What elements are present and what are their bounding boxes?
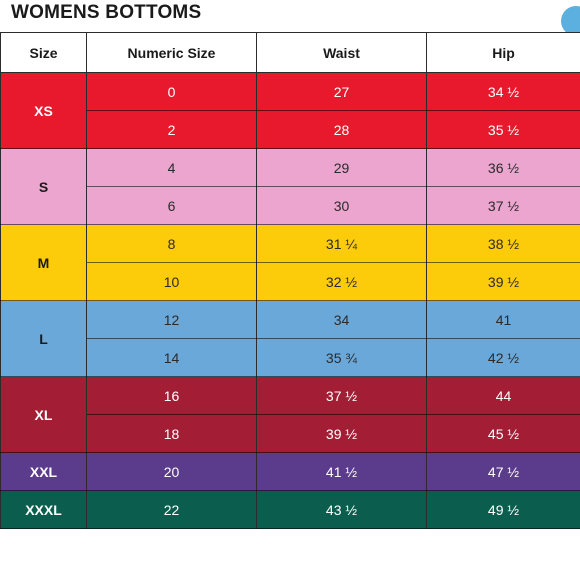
circle-badge-icon bbox=[561, 6, 580, 36]
header-size: Size bbox=[0, 32, 87, 73]
table-row: XXL 20 41 ½ 47 ½ bbox=[0, 452, 580, 491]
numeric-size-cell: 20 bbox=[86, 452, 257, 491]
table-row: S 4 29 36 ½ bbox=[0, 148, 580, 225]
numeric-size-cell: 22 bbox=[86, 490, 257, 529]
page-title: WOMENS BOTTOMS bbox=[11, 2, 202, 23]
table-row: 10 32 ½ 39 ½ bbox=[0, 262, 580, 301]
waist-cell: 37 ½ bbox=[256, 376, 427, 415]
waist-cell: 30 bbox=[256, 186, 427, 225]
size-label: M bbox=[0, 224, 87, 301]
table-row: 6 30 37 ½ bbox=[0, 186, 580, 225]
waist-cell: 39 ½ bbox=[256, 414, 427, 453]
size-label: XXXL bbox=[0, 490, 87, 529]
size-chart-body: XS 0 27 34 ½ 2 28 35 ½ S 4 29 36 ½ 6 30 37 ½ M 8 31 ¼ 38 … bbox=[0, 72, 580, 529]
hip-cell: 39 ½ bbox=[426, 262, 580, 301]
numeric-size-cell: 12 bbox=[86, 300, 257, 339]
numeric-size-cell: 4 bbox=[86, 148, 257, 187]
table-row: L 12 34 41 bbox=[0, 300, 580, 377]
hip-cell: 45 ½ bbox=[426, 414, 580, 453]
size-chart-table: Size Numeric Size Waist Hip XS 0 27 34 ½ 2 28… bbox=[0, 32, 580, 529]
numeric-size-cell: 18 bbox=[86, 414, 257, 453]
numeric-size-cell: 8 bbox=[86, 224, 257, 263]
size-label: XXL bbox=[0, 452, 87, 491]
hip-cell: 42 ½ bbox=[426, 338, 580, 377]
hip-cell: 38 ½ bbox=[426, 224, 580, 263]
hip-cell: 35 ½ bbox=[426, 110, 580, 149]
size-label: XL bbox=[0, 376, 87, 453]
waist-cell: 29 bbox=[256, 148, 427, 187]
header-waist: Waist bbox=[256, 32, 427, 73]
hip-cell: 37 ½ bbox=[426, 186, 580, 225]
numeric-size-cell: 2 bbox=[86, 110, 257, 149]
hip-cell: 41 bbox=[426, 300, 580, 339]
table-row: 14 35 ¾ 42 ½ bbox=[0, 338, 580, 377]
waist-cell: 41 ½ bbox=[256, 452, 427, 491]
table-row: XS 0 27 34 ½ bbox=[0, 72, 580, 149]
table-row: XL 16 37 ½ 44 bbox=[0, 376, 580, 453]
table-row: M 8 31 ¼ 38 ½ bbox=[0, 224, 580, 301]
size-label: L bbox=[0, 300, 87, 377]
numeric-size-cell: 10 bbox=[86, 262, 257, 301]
hip-cell: 47 ½ bbox=[426, 452, 580, 491]
waist-cell: 28 bbox=[256, 110, 427, 149]
size-label: S bbox=[0, 148, 87, 225]
header-row: Size Numeric Size Waist Hip bbox=[0, 32, 580, 73]
waist-cell: 34 bbox=[256, 300, 427, 339]
hip-cell: 34 ½ bbox=[426, 72, 580, 111]
waist-cell: 35 ¾ bbox=[256, 338, 427, 377]
numeric-size-cell: 6 bbox=[86, 186, 257, 225]
numeric-size-cell: 14 bbox=[86, 338, 257, 377]
table-row: 18 39 ½ 45 ½ bbox=[0, 414, 580, 453]
header-hip: Hip bbox=[426, 32, 580, 73]
waist-cell: 32 ½ bbox=[256, 262, 427, 301]
table-row: XXXL 22 43 ½ 49 ½ bbox=[0, 490, 580, 529]
hip-cell: 49 ½ bbox=[426, 490, 580, 529]
waist-cell: 31 ¼ bbox=[256, 224, 427, 263]
header-numeric-size: Numeric Size bbox=[86, 32, 257, 73]
hip-cell: 36 ½ bbox=[426, 148, 580, 187]
numeric-size-cell: 16 bbox=[86, 376, 257, 415]
size-label: XS bbox=[0, 72, 87, 149]
hip-cell: 44 bbox=[426, 376, 580, 415]
numeric-size-cell: 0 bbox=[86, 72, 257, 111]
table-row: 2 28 35 ½ bbox=[0, 110, 580, 149]
waist-cell: 43 ½ bbox=[256, 490, 427, 529]
waist-cell: 27 bbox=[256, 72, 427, 111]
